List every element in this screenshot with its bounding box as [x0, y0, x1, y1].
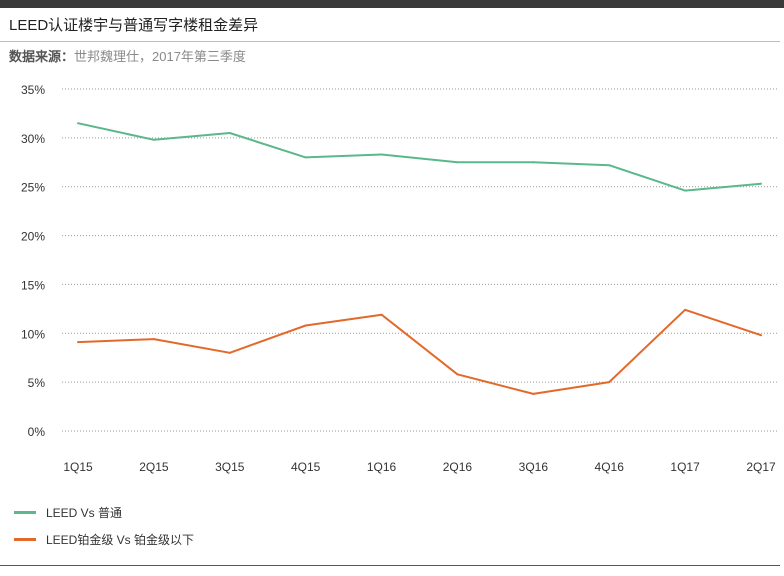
data-point [608, 381, 611, 384]
legend-label: LEED铂金级 Vs 铂金级以下 [46, 533, 195, 547]
x-tick-label: 4Q15 [291, 460, 321, 474]
data-point [532, 392, 535, 395]
legend-label: LEED Vs 普通 [46, 506, 123, 520]
data-point [760, 182, 762, 185]
data-point [152, 138, 155, 141]
data-point [684, 189, 687, 192]
y-tick-label: 25% [21, 181, 45, 195]
legend-swatch [14, 538, 36, 541]
y-tick-label: 0% [28, 425, 46, 439]
data-point [532, 161, 535, 164]
x-tick-label: 3Q16 [519, 460, 549, 474]
data-point [684, 308, 687, 311]
data-point [380, 313, 383, 316]
series-line-2 [77, 308, 762, 395]
data-point [77, 341, 79, 344]
series-line-1 [77, 122, 762, 192]
y-tick-label: 10% [21, 327, 45, 341]
bottom-divider [0, 565, 780, 566]
legend-item-platinum: LEED铂金级 Vs 铂金级以下 [14, 531, 194, 548]
legend-swatch [14, 511, 36, 514]
x-tick-label: 2Q16 [443, 460, 473, 474]
x-tick-label: 2Q17 [746, 460, 776, 474]
data-point [456, 373, 459, 376]
y-tick-label: 20% [21, 230, 45, 244]
x-tick-label: 1Q17 [670, 460, 700, 474]
source-value: 世邦魏理仕，2017年第三季度 [74, 49, 246, 64]
y-tick-label: 35% [21, 83, 45, 97]
title-divider [0, 41, 780, 42]
top-bar [0, 0, 784, 8]
y-tick-label: 15% [21, 278, 45, 292]
data-point [760, 334, 762, 337]
data-point [608, 164, 611, 167]
y-tick-label: 5% [28, 376, 46, 390]
data-point [228, 131, 231, 134]
legend-item-leed-vs-normal: LEED Vs 普通 [14, 504, 122, 521]
source-label: 数据来源： [9, 49, 75, 64]
data-point [304, 156, 307, 159]
data-point [456, 161, 459, 164]
data-source: 数据来源：世邦魏理仕，2017年第三季度 [9, 46, 246, 65]
x-tick-label: 1Q15 [63, 460, 93, 474]
x-tick-label: 4Q16 [595, 460, 625, 474]
page-title: LEED认证楼宇与普通写字楼租金差异 [9, 17, 259, 34]
x-tick-label: 3Q15 [215, 460, 245, 474]
data-point [152, 338, 155, 341]
data-point [304, 324, 307, 327]
data-point [380, 153, 383, 156]
data-point [228, 351, 231, 354]
data-point [77, 122, 79, 125]
x-tick-label: 2Q15 [139, 460, 169, 474]
y-tick-label: 30% [21, 132, 45, 146]
x-tick-label: 1Q16 [367, 460, 397, 474]
